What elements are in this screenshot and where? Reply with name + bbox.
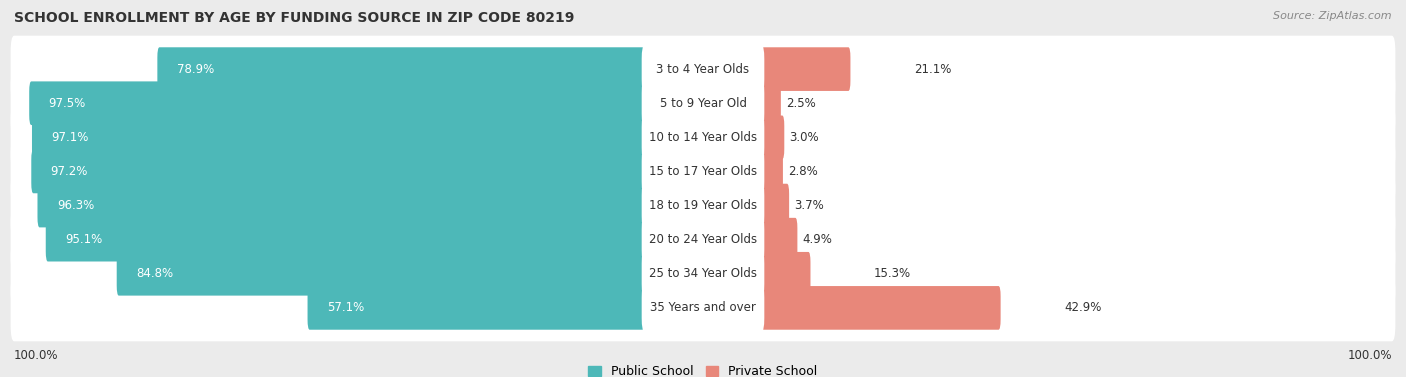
FancyBboxPatch shape: [759, 286, 1001, 330]
Text: 2.5%: 2.5%: [786, 97, 815, 110]
Text: 42.9%: 42.9%: [1064, 301, 1101, 314]
Text: 5 to 9 Year Old: 5 to 9 Year Old: [659, 97, 747, 110]
Text: 15 to 17 Year Olds: 15 to 17 Year Olds: [650, 165, 756, 178]
Text: 3.7%: 3.7%: [794, 199, 824, 212]
FancyBboxPatch shape: [117, 252, 647, 296]
FancyBboxPatch shape: [11, 241, 1395, 307]
FancyBboxPatch shape: [38, 184, 647, 227]
FancyBboxPatch shape: [759, 184, 789, 227]
FancyBboxPatch shape: [641, 113, 765, 161]
Text: 97.2%: 97.2%: [51, 165, 89, 178]
FancyBboxPatch shape: [641, 182, 765, 230]
FancyBboxPatch shape: [11, 206, 1395, 273]
FancyBboxPatch shape: [759, 81, 780, 125]
Text: 18 to 19 Year Olds: 18 to 19 Year Olds: [650, 199, 756, 212]
Text: 2.8%: 2.8%: [787, 165, 817, 178]
Text: 20 to 24 Year Olds: 20 to 24 Year Olds: [650, 233, 756, 246]
Text: 97.1%: 97.1%: [51, 131, 89, 144]
Text: 25 to 34 Year Olds: 25 to 34 Year Olds: [650, 267, 756, 280]
FancyBboxPatch shape: [641, 284, 765, 332]
Text: 84.8%: 84.8%: [136, 267, 173, 280]
Text: 35 Years and over: 35 Years and over: [650, 301, 756, 314]
FancyBboxPatch shape: [11, 70, 1395, 136]
FancyBboxPatch shape: [759, 252, 810, 296]
FancyBboxPatch shape: [641, 147, 765, 195]
FancyBboxPatch shape: [11, 36, 1395, 103]
FancyBboxPatch shape: [308, 286, 647, 330]
Text: 100.0%: 100.0%: [14, 349, 59, 362]
FancyBboxPatch shape: [641, 79, 765, 127]
Text: 96.3%: 96.3%: [56, 199, 94, 212]
Text: 57.1%: 57.1%: [326, 301, 364, 314]
FancyBboxPatch shape: [11, 274, 1395, 341]
Text: 4.9%: 4.9%: [803, 233, 832, 246]
Text: SCHOOL ENROLLMENT BY AGE BY FUNDING SOURCE IN ZIP CODE 80219: SCHOOL ENROLLMENT BY AGE BY FUNDING SOUR…: [14, 11, 575, 25]
FancyBboxPatch shape: [641, 45, 765, 93]
FancyBboxPatch shape: [46, 218, 647, 262]
Text: 21.1%: 21.1%: [914, 63, 952, 76]
FancyBboxPatch shape: [641, 250, 765, 298]
FancyBboxPatch shape: [759, 47, 851, 91]
FancyBboxPatch shape: [11, 172, 1395, 239]
Text: 78.9%: 78.9%: [177, 63, 214, 76]
Text: Source: ZipAtlas.com: Source: ZipAtlas.com: [1274, 11, 1392, 21]
Text: 100.0%: 100.0%: [1347, 349, 1392, 362]
FancyBboxPatch shape: [11, 104, 1395, 171]
Text: 15.3%: 15.3%: [875, 267, 911, 280]
FancyBboxPatch shape: [759, 115, 785, 159]
FancyBboxPatch shape: [31, 150, 647, 193]
FancyBboxPatch shape: [759, 218, 797, 262]
Text: 3 to 4 Year Olds: 3 to 4 Year Olds: [657, 63, 749, 76]
FancyBboxPatch shape: [30, 81, 647, 125]
Text: 10 to 14 Year Olds: 10 to 14 Year Olds: [650, 131, 756, 144]
Text: 3.0%: 3.0%: [789, 131, 818, 144]
Text: 97.5%: 97.5%: [48, 97, 86, 110]
FancyBboxPatch shape: [11, 138, 1395, 205]
Legend: Public School, Private School: Public School, Private School: [583, 360, 823, 377]
FancyBboxPatch shape: [759, 150, 783, 193]
FancyBboxPatch shape: [32, 115, 647, 159]
Text: 95.1%: 95.1%: [65, 233, 103, 246]
FancyBboxPatch shape: [157, 47, 647, 91]
FancyBboxPatch shape: [641, 216, 765, 264]
